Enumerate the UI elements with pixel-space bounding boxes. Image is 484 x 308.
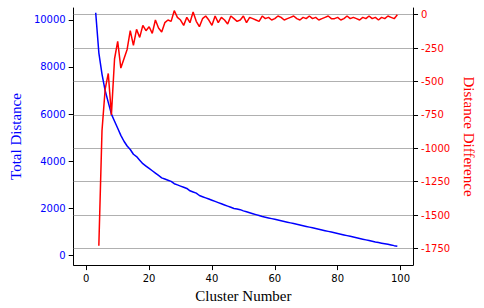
svg-text:40: 40 [206,273,219,284]
svg-text:2000: 2000 [40,203,65,214]
svg-text:Cluster Number: Cluster Number [195,288,291,304]
svg-text:20: 20 [143,273,156,284]
svg-text:4000: 4000 [40,156,65,167]
svg-text:6000: 6000 [40,109,65,120]
svg-text:-750: -750 [421,109,444,120]
svg-text:-250: -250 [421,43,444,54]
svg-text:-1500: -1500 [421,210,450,221]
svg-text:-1750: -1750 [421,243,450,254]
svg-text:-1000: -1000 [421,143,450,154]
svg-text:0: 0 [421,9,427,20]
svg-text:10000: 10000 [34,14,66,25]
svg-text:Distance Difference: Distance Difference [461,77,477,197]
svg-text:100: 100 [391,273,410,284]
svg-text:-500: -500 [421,76,444,87]
svg-text:-1250: -1250 [421,176,450,187]
svg-text:Total Distance: Total Distance [8,93,24,180]
svg-text:60: 60 [268,273,281,284]
svg-text:0: 0 [59,250,65,261]
svg-text:0: 0 [83,273,89,284]
svg-text:8000: 8000 [40,61,65,72]
svg-text:80: 80 [331,273,344,284]
